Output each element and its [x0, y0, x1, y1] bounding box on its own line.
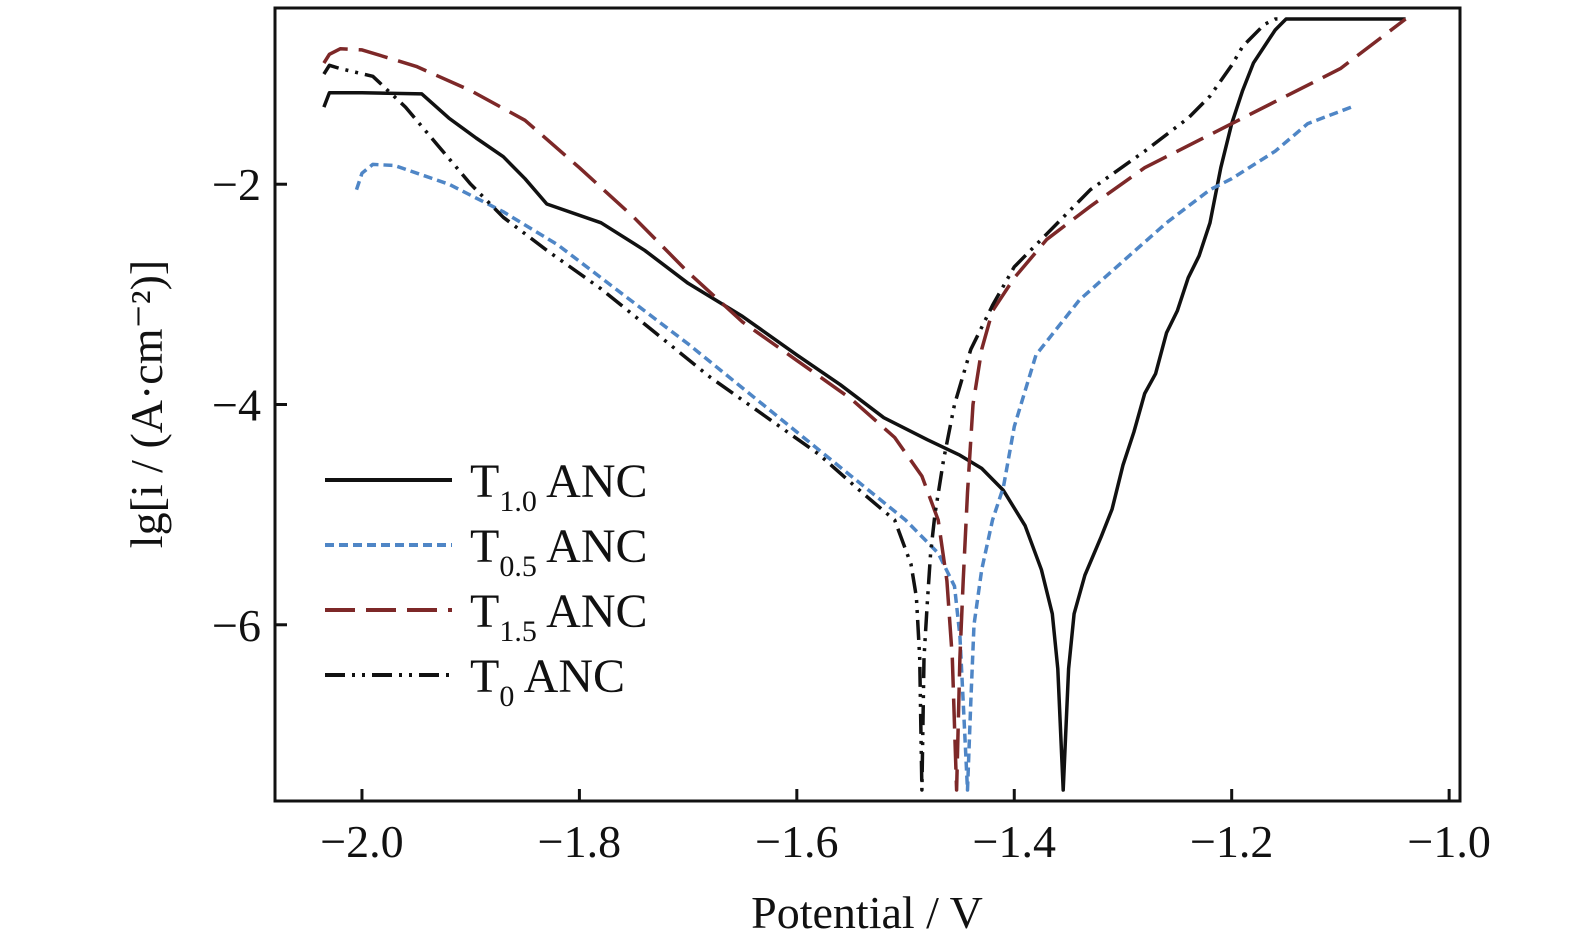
y-axis-title: lg[i / (A·cm⁻²)]	[121, 260, 172, 548]
y-tick-label: −2	[212, 159, 261, 210]
series-line-1	[354, 105, 1352, 792]
x-axis-ticks: −2.0 −1.8 −1.6 −1.4 −1.2 −1.0	[320, 789, 1491, 867]
legend-label-3: T0 ANC	[470, 650, 625, 713]
x-tick-label: −1.2	[1190, 816, 1273, 867]
x-tick-label: −1.6	[755, 816, 838, 867]
legend-label-subscript: 1.5	[499, 615, 537, 648]
legend-label-2: T1.5 ANC	[470, 585, 648, 648]
legend-label-subscript: 0.5	[499, 550, 537, 583]
x-tick-label: −1.8	[538, 816, 621, 867]
legend-label-tail: ANC	[537, 455, 648, 508]
series-line-3	[322, 17, 1281, 792]
legend-label-subscript: 0	[499, 680, 514, 713]
y-tick-label: −4	[212, 380, 261, 431]
legend-label-subscript: 1.0	[499, 485, 537, 518]
legend-label-main: T	[470, 650, 499, 703]
legend-label-0: T1.0 ANC	[470, 455, 648, 518]
x-tick-label: −2.0	[320, 816, 403, 867]
series-layer	[322, 17, 1407, 792]
legend-label-tail: ANC	[537, 520, 648, 573]
x-axis-title: Potential / V	[751, 887, 983, 938]
series-line-0	[322, 17, 1406, 792]
y-tick-label: −6	[212, 600, 261, 651]
legend-label-main: T	[470, 520, 499, 573]
legend-label-main: T	[470, 455, 499, 508]
x-tick-label: −1.0	[1407, 816, 1490, 867]
legend-label-1: T0.5 ANC	[470, 520, 648, 583]
x-tick-label: −1.4	[973, 816, 1056, 867]
legend-label-tail: ANC	[514, 650, 625, 703]
series-line-2	[322, 17, 1407, 792]
legend-label-main: T	[470, 585, 499, 638]
y-axis-ticks: −2 −4 −6	[212, 159, 287, 651]
legend-label-tail: ANC	[537, 585, 648, 638]
